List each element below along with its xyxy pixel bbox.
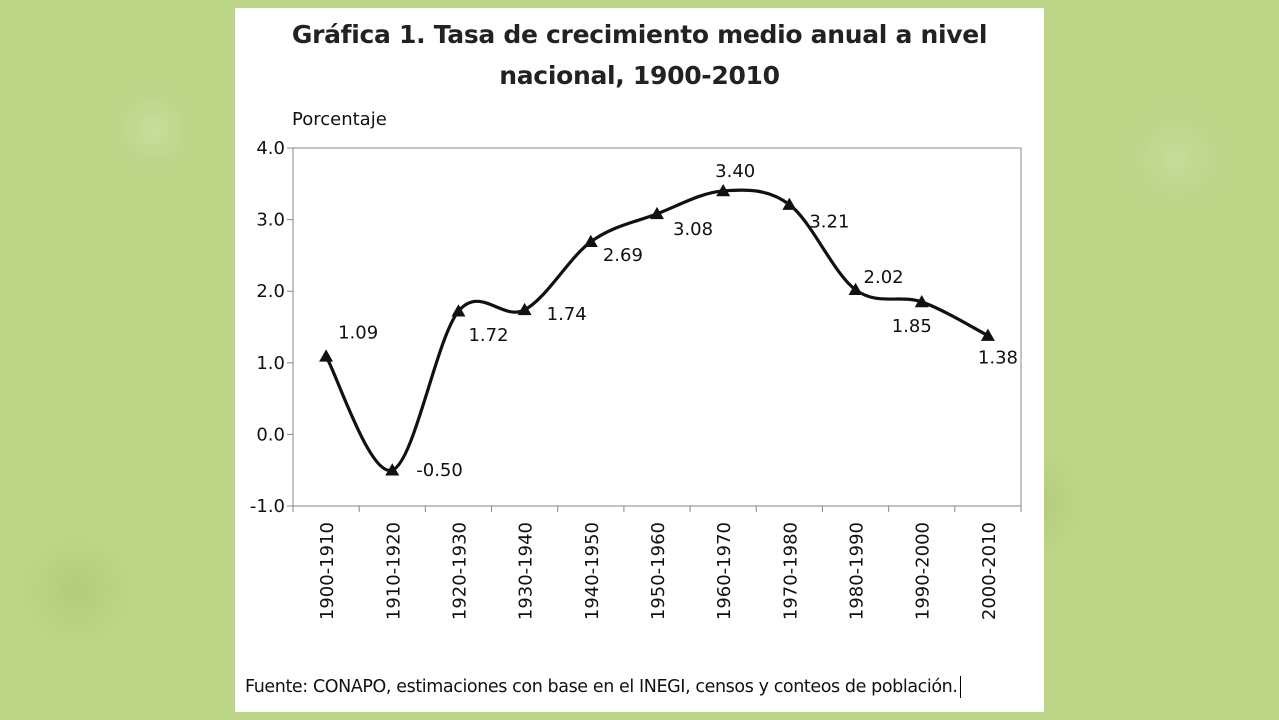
y-tick-label: 0.0: [256, 424, 285, 445]
x-axis: 1900-1910 1910-1920 1920-1930 1930-1940 1940…: [292, 506, 1022, 620]
chart-title-line-1: Gráfica 1. Tasa de crecimiento medio anu…: [291, 20, 988, 49]
series-line: [324, 188, 990, 472]
x-tick-label: 1970-1980: [780, 522, 801, 620]
x-tick-label: 1940-1950: [582, 522, 603, 620]
data-label: 3.08: [673, 219, 713, 240]
chart-card: Gráfica 1. Tasa de crecimiento medio anu…: [235, 8, 1044, 712]
data-point-marker: [782, 197, 797, 210]
data-point-marker: [914, 294, 929, 308]
data-label: 1.85: [892, 316, 932, 337]
x-tick-label: 1920-1930: [449, 522, 470, 620]
text-cursor: [959, 676, 961, 698]
data-point-marker: [385, 463, 400, 476]
data-label: 2.69: [603, 245, 643, 266]
data-label: 2.02: [864, 267, 904, 288]
data-labels: 1.09 -0.50 1.72 1.74 2.69 3.08 3.40 3.21 2.02 1.8…: [338, 161, 1018, 481]
data-point-marker: [517, 302, 532, 316]
x-tick-label: 1950-1960: [648, 522, 669, 620]
data-label: -0.50: [416, 460, 463, 481]
y-tick-label: 2.0: [256, 281, 285, 302]
chart-title: Gráfica 1. Tasa de crecimiento medio anu…: [235, 14, 1044, 96]
y-tick-label: -1.0: [250, 496, 285, 517]
plot-area-frame: [292, 147, 1022, 507]
y-tick-label: 4.0: [256, 138, 285, 159]
data-point-marker: [716, 183, 731, 197]
y-axis-label: Porcentaje: [292, 109, 387, 130]
data-point-marker: [583, 234, 598, 248]
data-label: 3.40: [715, 161, 755, 182]
y-tick-label: 1.0: [256, 353, 285, 374]
x-tick-label: 1900-1910: [317, 522, 338, 620]
data-label: 3.21: [809, 212, 849, 233]
x-tick-label: 2000-2010: [979, 522, 1000, 620]
data-label: 1.72: [468, 325, 508, 346]
x-tick-label: 1980-1990: [847, 522, 868, 620]
data-point-marker: [980, 328, 995, 341]
x-tick-label: 1990-2000: [913, 522, 934, 620]
x-tick-label: 1910-1920: [383, 522, 404, 620]
y-tick-label: 3.0: [256, 210, 285, 231]
line-chart: Porcentaje 4.0 3.0 2.0 1.0 0.0 -1.0 1900-1910…: [250, 109, 1022, 620]
data-point-marker: [650, 206, 664, 220]
source-note: Fuente: CONAPO, estimaciones con base en…: [245, 676, 961, 698]
source-text: Fuente: CONAPO, estimaciones con base en…: [245, 677, 958, 697]
data-label: 1.74: [547, 304, 587, 325]
data-label: 1.09: [338, 322, 378, 343]
x-tick-label: 1930-1940: [516, 522, 537, 620]
x-tick-label: 1960-1970: [714, 522, 735, 620]
data-point-marker: [848, 282, 863, 296]
data-label: 1.38: [978, 348, 1018, 369]
series-markers: [319, 183, 995, 476]
chart-title-line-2: nacional, 1900-2010: [499, 61, 780, 90]
y-axis: 4.0 3.0 2.0 1.0 0.0 -1.0: [250, 138, 293, 517]
data-point-marker: [319, 349, 334, 362]
data-point-marker: [451, 304, 466, 317]
